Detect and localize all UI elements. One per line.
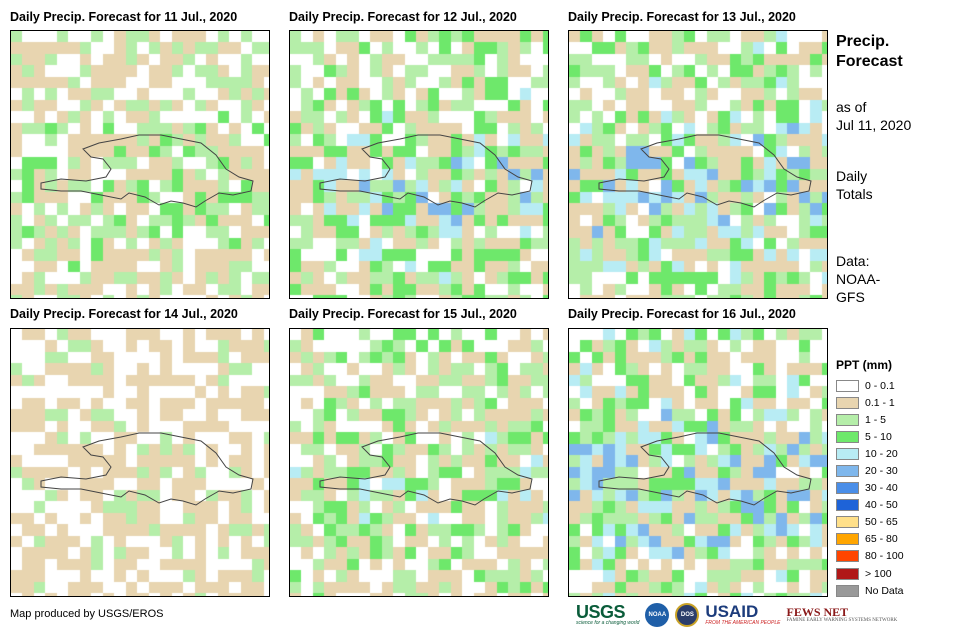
coastline-outline xyxy=(319,134,533,208)
legend-item: 5 - 10 xyxy=(836,428,904,445)
precip-map-5 xyxy=(289,328,549,597)
panel-title-5: Daily Precip. Forecast for 15 Jul., 2020 xyxy=(289,307,517,321)
coastline-outline xyxy=(598,134,812,208)
legend-label: 50 - 65 xyxy=(865,516,898,529)
legend-swatch xyxy=(836,584,859,597)
legend-item: 20 - 30 xyxy=(836,462,904,479)
legend-label: 40 - 50 xyxy=(865,499,898,512)
legend-item: 0 - 0.1 xyxy=(836,377,904,394)
legend-swatch xyxy=(836,567,859,580)
legend-item: 30 - 40 xyxy=(836,480,904,497)
panel-title-1: Daily Precip. Forecast for 11 Jul., 2020 xyxy=(10,10,238,24)
legend-swatch xyxy=(836,550,859,563)
panel-title-4: Daily Precip. Forecast for 14 Jul., 2020 xyxy=(10,307,238,321)
legend-swatch xyxy=(836,379,859,392)
panel-title-2: Daily Precip. Forecast for 12 Jul., 2020 xyxy=(289,10,517,24)
usgs-logo: USGS science for a changing world xyxy=(576,602,640,626)
legend-label: 1 - 5 xyxy=(865,413,887,426)
precip-map-4 xyxy=(10,328,270,597)
legend-label: 65 - 80 xyxy=(865,533,898,546)
legend-item: 0.1 - 1 xyxy=(836,394,904,411)
coastline-outline xyxy=(40,134,254,208)
state-department-seal: DOS xyxy=(675,603,700,627)
legend-item: 10 - 20 xyxy=(836,445,904,462)
coastline-outline xyxy=(598,432,812,506)
agency-logos: USGS science for a changing world NOAA D… xyxy=(576,600,897,630)
precip-map-2 xyxy=(289,30,549,299)
legend-label: No Data xyxy=(865,584,904,597)
precip-map-6 xyxy=(568,328,828,597)
legend-swatch xyxy=(836,465,859,478)
legend-label: > 100 xyxy=(865,567,892,580)
sidebar-title: Precip. Forecast xyxy=(836,33,903,70)
panel-title-3: Daily Precip. Forecast for 13 Jul., 2020 xyxy=(568,10,796,24)
legend-label: 0.1 - 1 xyxy=(865,396,895,409)
sidebar-data-source: Data: NOAA- GFS xyxy=(836,253,881,305)
legend-swatch xyxy=(836,447,859,460)
sidebar-as-of: as of Jul 11, 2020 xyxy=(836,99,912,133)
precip-map-3 xyxy=(568,30,828,299)
legend-item: No Data xyxy=(836,582,904,599)
legend-swatch xyxy=(836,396,859,409)
sidebar-totals: Daily Totals xyxy=(836,168,873,202)
legend-item: > 100 xyxy=(836,565,904,582)
legend-swatch xyxy=(836,413,859,426)
legend-item: 40 - 50 xyxy=(836,497,904,514)
legend-label: 10 - 20 xyxy=(865,447,898,460)
legend-label: 80 - 100 xyxy=(865,550,904,563)
legend-swatch xyxy=(836,482,859,495)
legend-item: 65 - 80 xyxy=(836,531,904,548)
legend-item: 50 - 65 xyxy=(836,514,904,531)
map-credit: Map produced by USGS/EROS xyxy=(10,608,164,620)
noaa-logo: NOAA xyxy=(645,603,670,627)
precip-legend: PPT (mm) 0 - 0.1 0.1 - 1 1 - 5 5 - 10 10 - 2… xyxy=(836,358,904,599)
legend-label: 5 - 10 xyxy=(865,430,892,443)
legend-title: PPT (mm) xyxy=(836,358,893,372)
legend-swatch xyxy=(836,499,859,512)
fews-net-logo: FEWS NET FAMINE EARLY WARNING SYSTEMS NE… xyxy=(786,605,898,623)
usaid-logo: USAID FROM THE AMERICAN PEOPLE xyxy=(705,602,781,626)
legend-item: 1 - 5 xyxy=(836,411,904,428)
legend-label: 20 - 30 xyxy=(865,465,898,478)
legend-swatch xyxy=(836,516,859,529)
legend-label: 30 - 40 xyxy=(865,482,898,495)
coastline-outline xyxy=(40,432,254,506)
precip-map-1 xyxy=(10,30,270,299)
legend-item: 80 - 100 xyxy=(836,548,904,565)
coastline-outline xyxy=(319,432,533,506)
panel-title-6: Daily Precip. Forecast for 16 Jul., 2020 xyxy=(568,307,796,321)
legend-swatch xyxy=(836,430,859,443)
legend-swatch xyxy=(836,533,859,546)
legend-label: 0 - 0.1 xyxy=(865,379,895,392)
